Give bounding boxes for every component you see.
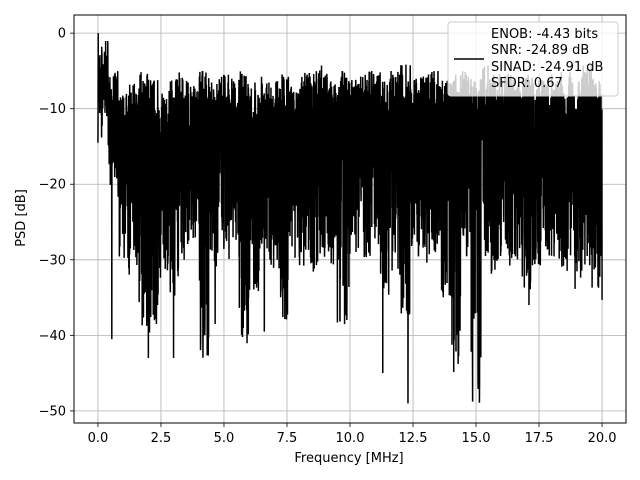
legend-text-sinad: SINAD: -24.91 dB bbox=[491, 60, 603, 75]
plot-area bbox=[97, 33, 603, 404]
y-tick-label: −10 bbox=[39, 102, 66, 117]
x-tick-label: 5.0 bbox=[214, 431, 235, 446]
y-tick-label: −30 bbox=[39, 253, 66, 268]
legend-box bbox=[447, 21, 619, 97]
legend-text-snr: SNR: -24.89 dB bbox=[491, 43, 589, 58]
x-tick-label: 10.0 bbox=[336, 431, 365, 446]
x-tick-label: 17.5 bbox=[525, 431, 554, 446]
x-tick-label: 7.5 bbox=[277, 431, 298, 446]
psd-series-line bbox=[97, 33, 603, 404]
y-axis-ticks: 0 −10 −20 −30 −40 −50 bbox=[39, 27, 74, 419]
y-tick-label: −50 bbox=[39, 404, 66, 419]
y-axis-label: PSD [dB] bbox=[14, 189, 29, 247]
legend: ENOB: -4.43 bits SNR: -24.89 dB SINAD: -… bbox=[447, 21, 619, 97]
x-axis-label: Frequency [MHz] bbox=[294, 451, 403, 466]
x-tick-label: 20.0 bbox=[588, 431, 617, 446]
x-tick-label: 2.5 bbox=[151, 431, 172, 446]
y-tick-label: 0 bbox=[58, 27, 66, 42]
legend-text-sfdr: SFDR: 0.67 bbox=[491, 76, 563, 91]
x-tick-label: 12.5 bbox=[399, 431, 428, 446]
x-tick-label: 0.0 bbox=[88, 431, 109, 446]
y-tick-label: −20 bbox=[39, 178, 66, 193]
x-tick-label: 15.0 bbox=[462, 431, 491, 446]
legend-text-enob: ENOB: -4.43 bits bbox=[491, 27, 598, 42]
x-axis-ticks: 0.0 2.5 5.0 7.5 10.0 12.5 15.0 17.5 20.0 bbox=[88, 423, 617, 446]
y-tick-label: −40 bbox=[39, 329, 66, 344]
